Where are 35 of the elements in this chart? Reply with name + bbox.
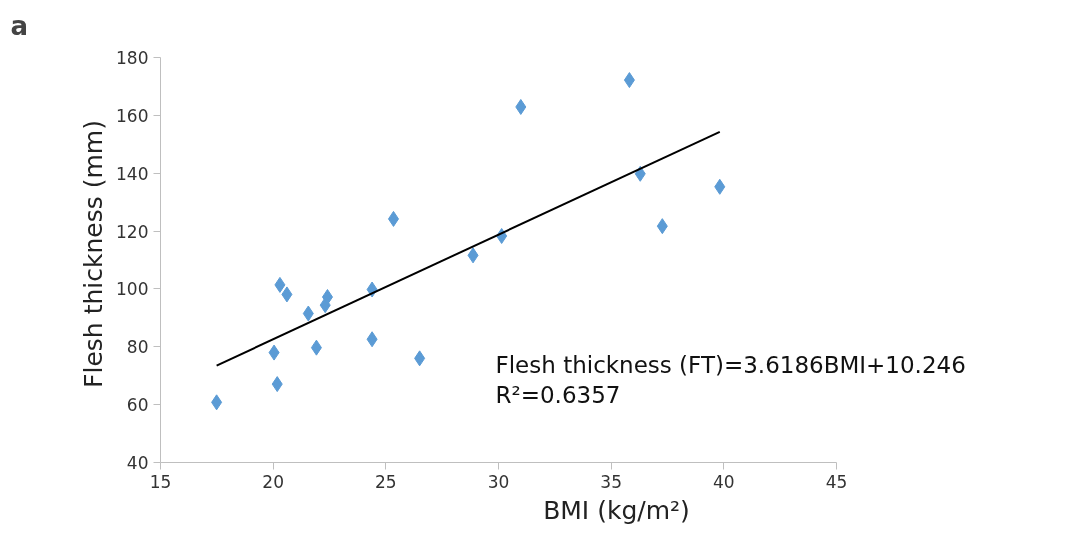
point [515,98,527,115]
annotation: Flesh thickness (FT)=3.6186BMI+10.246 [495,351,966,378]
y-tick-label: 60 [126,395,149,416]
y-tick-label: 40 [126,453,149,473]
point [414,350,426,367]
x-tick-label: 45 [825,471,848,492]
point [366,331,378,348]
y-tick-label: 180 [116,48,149,68]
y-tick-label: 80 [126,337,149,358]
y-tick-label: 120 [116,221,149,242]
y-tick-label: 160 [116,105,149,126]
point [211,394,223,411]
x-tick-label: 35 [600,471,622,492]
point [623,72,635,89]
point [271,376,283,393]
annotation: R²=0.6357 [495,381,621,408]
x-tick-label: 30 [487,471,510,492]
x-tick-label: 40 [713,471,735,492]
x-tick-label: 25 [375,471,397,492]
point [302,305,314,322]
x-tick-label: 20 [262,471,284,492]
point [714,178,726,195]
x-axis-title: BMI (kg/m²) [543,495,690,525]
text: a [10,10,29,41]
point [467,247,479,264]
point [310,339,322,356]
y-axis-title: Flesh thickness (mm) [79,120,109,388]
point [656,218,668,235]
point [274,276,286,293]
y-tick-label: 140 [116,163,149,184]
point [281,286,293,303]
y-tick-label: 100 [116,279,149,300]
x-tick-label: 15 [149,471,172,492]
point [387,210,399,227]
point [268,344,280,361]
